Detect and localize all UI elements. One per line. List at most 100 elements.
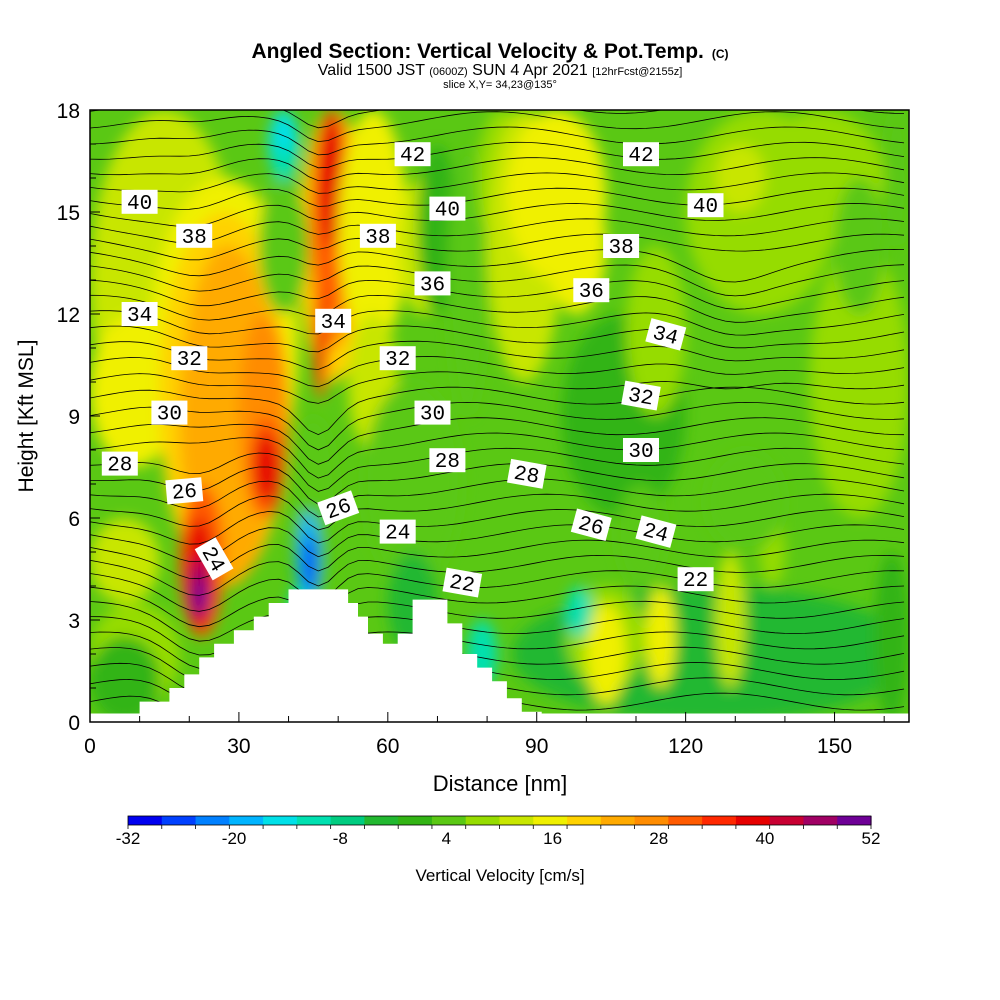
x-tick-label: 90 [525, 735, 548, 758]
colorbar-swatch [735, 816, 771, 825]
y-tick-label: 0 [68, 712, 80, 735]
contour-label-box [414, 271, 451, 296]
contour-label-box [570, 508, 612, 542]
colorbar-label: Vertical Velocity [cm/s] [415, 866, 584, 885]
contour-label-text: 38 [608, 237, 633, 260]
contour-label: 34 [315, 308, 352, 335]
theta-contour [90, 432, 905, 479]
velocity-patch [834, 178, 885, 314]
colorbar-swatch [296, 816, 332, 825]
contour-label-box [315, 308, 352, 333]
contour-label: 26 [317, 490, 360, 526]
theta-contour [90, 264, 905, 297]
contour-label: 24 [379, 519, 416, 546]
contour-label-box [623, 438, 659, 462]
contour-label: 42 [623, 142, 659, 168]
velocity-patch [258, 178, 309, 314]
theta-contour [90, 524, 905, 562]
y-tick-label: 15 [57, 202, 80, 225]
contour-label-text: 30 [157, 404, 182, 427]
contour-label-box [394, 142, 431, 167]
velocity-patch [874, 552, 909, 722]
colorbar-tick-label: 28 [649, 829, 668, 848]
contour-label-text: 40 [435, 200, 460, 223]
colorbar-swatch [769, 816, 805, 825]
theta-contour [90, 187, 905, 210]
x-tick-label: 60 [376, 735, 399, 758]
colorbar-tick-label: -32 [116, 829, 141, 848]
contour-label-box [603, 234, 640, 258]
contour-label-box [121, 302, 158, 326]
theta-contour [90, 401, 905, 451]
contour-label-text: 38 [182, 227, 207, 250]
theta-contour [90, 157, 905, 182]
contour-label-box [573, 278, 610, 303]
theta-contour [90, 310, 905, 336]
theta-contour [90, 218, 905, 245]
y-axis-label: Height [Kft MSL] [15, 340, 38, 493]
velocity-patch [705, 450, 785, 552]
contour-label-box [317, 490, 360, 526]
colorbar-tick-label: -8 [333, 829, 348, 848]
colorbar-swatch [600, 816, 636, 825]
contour-label-text: 34 [321, 312, 346, 335]
theta-contour [90, 233, 905, 261]
x-axis: 0 30 60 90 120 150 [84, 712, 885, 758]
contour-label: 22 [442, 567, 483, 599]
theta-contour [90, 203, 905, 228]
contour-label: 24 [635, 515, 677, 548]
theta-contour [90, 585, 905, 628]
contour-label-text: 30 [628, 441, 653, 464]
y-tick-label: 6 [68, 508, 80, 531]
colorbar-swatch [398, 816, 433, 825]
contour-label: 40 [687, 193, 724, 219]
colorbar-swatch [364, 816, 399, 825]
colorbar-swatch [263, 816, 298, 825]
y-tick-label: 3 [68, 610, 80, 633]
chart-title: Angled Section: Vertical Velocity & Pot.… [251, 40, 728, 63]
velocity-patch [566, 586, 592, 637]
y-axis: 0 3 6 9 12 15 18 [57, 100, 100, 735]
x-tick-label: 0 [84, 735, 96, 758]
theta-contour [90, 386, 905, 436]
velocity-patch [645, 586, 676, 688]
velocity-patch [809, 246, 909, 518]
contour-label-text: 22 [683, 570, 708, 593]
theta-contour [90, 600, 905, 642]
colorbar-tick-label: 4 [442, 829, 451, 848]
contour-label-box [429, 196, 466, 221]
contour-label-text: 34 [127, 305, 152, 328]
contour-label: 38 [359, 223, 396, 250]
theta-contour [90, 417, 905, 465]
contour-label: 36 [573, 278, 610, 304]
contour-label-text: 28 [107, 455, 132, 478]
colorbar-swatch [499, 816, 534, 825]
contour-label: 38 [603, 234, 640, 260]
theta-contour [90, 126, 905, 156]
contour-label: 40 [121, 189, 158, 216]
theta-contour [90, 248, 905, 283]
contour-label-text: 42 [628, 145, 653, 168]
theta-contour [90, 554, 905, 596]
theta-contour [90, 340, 905, 370]
slice-label: slice X,Y= 34,23@135° [443, 79, 557, 91]
contour-label-text: 42 [400, 145, 425, 168]
contour-label-box [151, 400, 188, 425]
contour-label: 30 [623, 438, 659, 464]
contour-label-box [645, 318, 687, 351]
colorbar-swatch [533, 816, 568, 825]
contour-label-text: 24 [385, 523, 410, 546]
contour-label-box [194, 537, 234, 581]
plot-area [90, 110, 909, 722]
contour-label-text: 36 [579, 281, 604, 304]
contour-label: 28 [101, 451, 138, 478]
contour-label: 32 [621, 380, 661, 412]
contour-label-box [621, 380, 661, 411]
colorbar-tick-label: 40 [755, 829, 774, 848]
colorbar-swatch [128, 816, 163, 825]
colorbar-swatch [668, 816, 703, 825]
x-tick-label: 120 [668, 735, 703, 758]
velocity-patch [194, 579, 207, 614]
contour-label: 34 [121, 302, 158, 328]
contour-label: 28 [506, 458, 547, 490]
